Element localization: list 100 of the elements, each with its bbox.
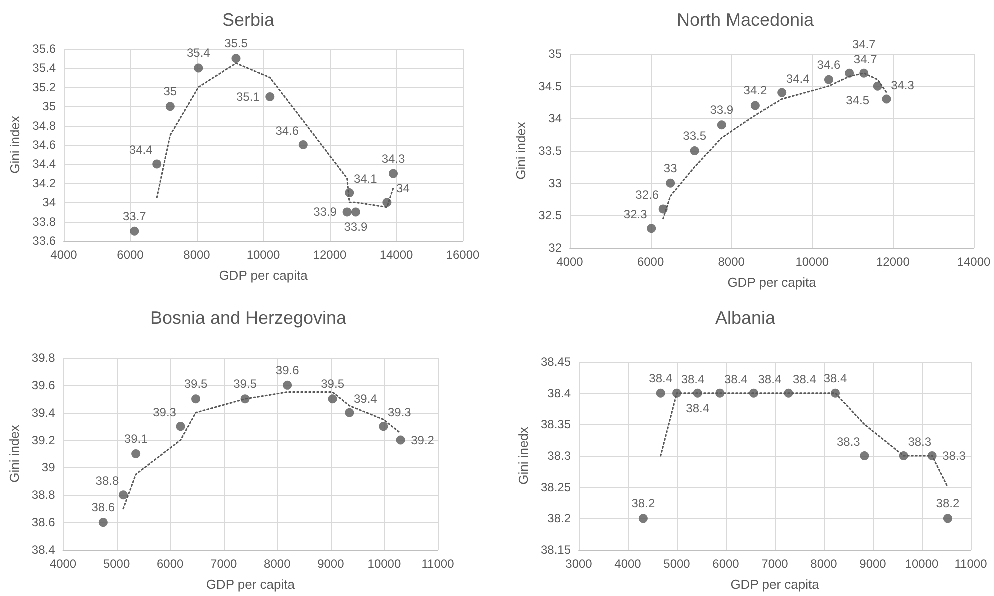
data-label: 34 [396,182,410,196]
x-tick-label: 10000 [246,248,281,262]
point [118,490,128,500]
x-tick-label: 11000 [422,557,455,571]
y-tick-label: 39.2 [32,433,56,448]
y-tick-label: 34.6 [32,138,56,152]
data-label: 34.3 [891,78,915,92]
point [690,146,700,156]
x-tick-label: 12000 [876,255,910,269]
x-axis-title: GDP per capita [206,577,296,592]
point [860,68,869,78]
y-tick-label: 38.35 [540,418,572,432]
point [860,452,870,460]
x-tick-label: 9000 [318,557,345,571]
x-tick-label: 12000 [313,248,348,262]
x-axis-title: GDP per capita [219,268,309,283]
y-tick-label: 38.25 [540,480,572,494]
point [176,422,186,432]
data-label: 34.7 [854,52,878,66]
data-label: 38.4 [686,401,710,416]
x-tick-label: 10000 [368,557,402,571]
y-tick-label: 39.6 [32,378,56,392]
x-tick-label: 7000 [210,557,238,571]
y-tick-label: 35.6 [32,42,56,56]
x-tick-label: 8000 [718,255,746,269]
x-tick-label: 8000 [184,248,211,262]
data-label: 38.3 [942,449,966,463]
data-label: 35.1 [236,90,260,104]
point [345,188,354,198]
y-tick-label: 33 [548,176,562,190]
x-tick-label: 6000 [637,255,664,269]
data-label: 34.7 [852,37,876,52]
point [152,160,162,169]
y-axis-title: Gini index [8,116,23,174]
data-label: 34.6 [817,58,841,72]
point [656,388,666,398]
data-label: 33.9 [710,103,734,118]
y-tick-label: 34.5 [538,79,562,94]
y-tick-label: 34.8 [32,118,56,133]
x-tick-label: 10000 [905,557,940,571]
x-tick-label: 16000 [446,248,480,262]
data-label: 39.5 [234,377,258,392]
y-tick-label: 38.2 [548,512,572,526]
point [130,226,140,236]
point [750,101,760,110]
point [943,514,952,524]
point [342,208,352,217]
data-label: 34.6 [276,124,300,138]
point [666,178,676,188]
data-label: 34.4 [129,143,154,158]
point [824,75,834,84]
data-label: 39.5 [321,377,345,392]
point [345,408,354,418]
point [778,88,787,98]
y-tick-label: 32 [548,241,562,255]
point [658,204,668,214]
data-label: 32.3 [624,208,648,222]
y-tick-label: 33.5 [538,144,562,158]
point [845,68,854,78]
data-label: 38.4 [681,372,705,386]
x-tick-label: 9000 [860,557,887,571]
point [98,518,108,528]
y-tick-label: 38.4 [32,543,56,557]
x-tick-label: 11000 [954,557,988,571]
y-axis-title: Gini index [514,122,529,180]
x-axis-title: GDP per capita [728,275,818,290]
data-label: 39.1 [124,432,148,446]
data-label: 38.4 [758,372,782,386]
data-label: 35.4 [186,46,211,60]
x-tick-label: 4000 [50,248,78,262]
x-tick-label: 4000 [50,557,77,571]
y-tick-label: 34.4 [32,157,56,172]
data-label: 38.2 [936,496,960,511]
point [784,388,794,398]
data-label: 39.5 [184,377,208,392]
point [882,94,892,104]
y-tick-label: 39.4 [32,406,56,420]
data-label: 38.4 [824,371,848,386]
y-tick-label: 34 [42,196,56,210]
y-tick-label: 38.8 [32,488,56,502]
x-tick-label: 7000 [762,557,789,571]
data-label: 38.3 [908,435,932,449]
point [351,208,360,217]
x-tick-label: 6000 [117,248,144,262]
point [873,82,882,91]
y-tick-label: 33.6 [32,234,56,248]
point [166,102,175,112]
point [283,380,292,390]
data-label: 39.3 [388,406,412,420]
point [717,120,726,130]
x-tick-label: 3000 [566,557,593,571]
y-tick-label: 35.2 [32,80,56,94]
y-tick-label: 38.6 [32,516,56,530]
data-label: 35 [164,84,178,99]
data-label: 39.6 [276,363,300,378]
data-label: 38.4 [724,372,748,386]
point [638,514,648,524]
y-tick-label: 39.8 [32,351,56,365]
x-tick-label: 4000 [614,557,642,571]
data-label: 38.8 [96,474,120,488]
